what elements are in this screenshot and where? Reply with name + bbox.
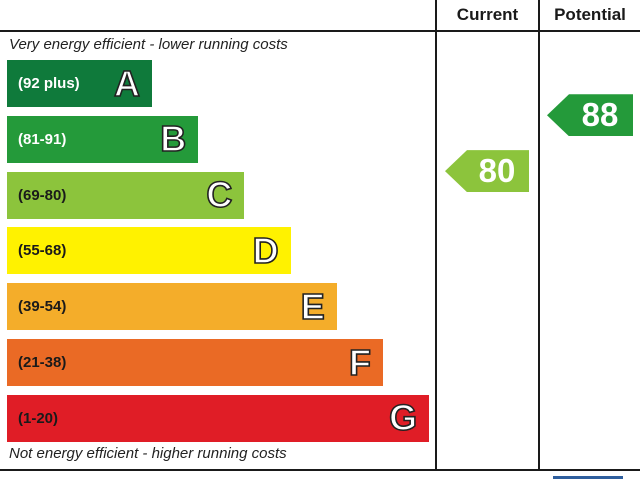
bottom-border bbox=[0, 469, 640, 471]
bottom-caption: Not energy efficient - higher running co… bbox=[9, 445, 287, 462]
band-letter-label: F bbox=[348, 341, 372, 383]
potential-column-divider bbox=[538, 0, 540, 471]
current-rating-arrow: 80 bbox=[445, 150, 529, 193]
band-d: (55-68) D bbox=[7, 227, 291, 275]
band-b: (81-91) B bbox=[7, 115, 199, 163]
band-a: (92 plus) A bbox=[7, 60, 152, 107]
band-letter-label: C bbox=[206, 174, 234, 216]
band-range-label: (39-54) bbox=[18, 298, 67, 316]
band-c: (69-80) C bbox=[7, 171, 245, 219]
current-column-header: Current bbox=[456, 5, 519, 24]
band-letter-label: D bbox=[252, 229, 280, 271]
band-letter-label: G bbox=[388, 397, 418, 439]
band-letter-label: B bbox=[159, 118, 187, 160]
band-e: (39-54) E bbox=[7, 283, 337, 331]
potential-rating-arrow: 88 bbox=[547, 94, 633, 137]
top-caption: Very energy efficient - lower running co… bbox=[9, 36, 288, 53]
band-range-label: (92 plus) bbox=[18, 75, 80, 92]
band-range-label: (55-68) bbox=[18, 242, 67, 260]
header-divider bbox=[0, 30, 640, 32]
blue-tab-decoration bbox=[553, 476, 623, 479]
band-range-label: (21-38) bbox=[18, 354, 67, 371]
band-f: (21-38) F bbox=[7, 339, 383, 386]
potential-column-header: Potential bbox=[554, 5, 626, 24]
band-g: (1-20) G bbox=[7, 394, 430, 442]
current-column-divider bbox=[435, 0, 437, 471]
potential-rating-value: 88 bbox=[581, 96, 619, 134]
band-range-label: (69-80) bbox=[18, 186, 67, 204]
band-range-label: (1-20) bbox=[18, 409, 59, 427]
band-letter-label: A bbox=[113, 62, 141, 104]
current-rating-value: 80 bbox=[478, 152, 516, 190]
band-letter-label: E bbox=[300, 285, 326, 327]
band-range-label: (81-91) bbox=[18, 130, 67, 148]
